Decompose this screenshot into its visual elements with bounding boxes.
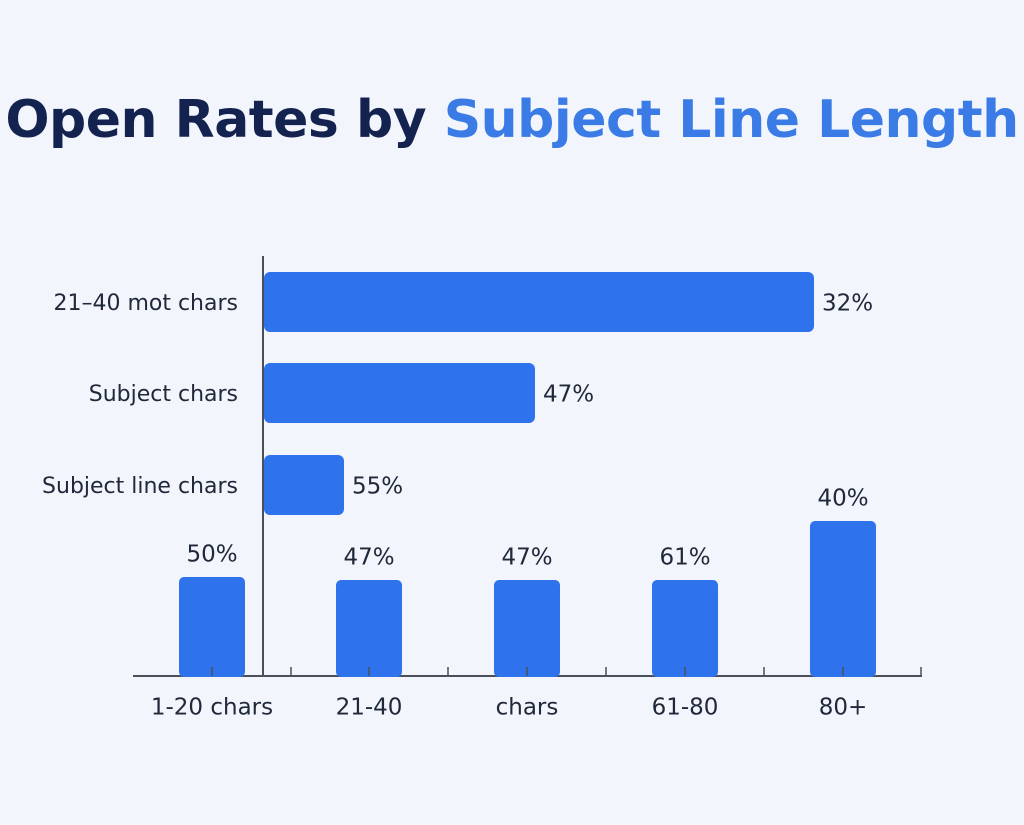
h-bar-category-label-1: 21–40 mot chars [53,291,238,316]
chart-title: Open Rates by Subject Line Length [0,90,1024,150]
x-tick-label-3: chars [496,695,559,721]
v-bar-value-label-3: 47% [501,545,552,571]
x-tick-label-4: 61-80 [652,695,719,721]
h-bar-value-label-3: 55% [352,474,403,500]
v-bar-2 [336,580,402,677]
x-tick-label-5: 80+ [819,695,868,721]
h-bar-value-label-1: 32% [822,291,873,317]
v-bar-1 [179,577,245,677]
v-bar-value-label-1: 50% [186,542,237,568]
h-bar-category-label-2: Subject chars [89,382,238,407]
v-bar-value-label-4: 61% [659,545,710,571]
h-bar-2 [264,363,535,423]
x-tick-label-2: 21-40 [336,695,403,721]
chart-title-part-1: Open Rates by [5,90,444,150]
chart-title-part-2: Subject Line Length [443,90,1019,150]
v-bar-value-label-5: 40% [817,486,868,512]
h-bar-category-label-3: Subject line chars [42,474,238,499]
v-bar-3 [494,580,560,677]
h-bar-1 [264,272,814,332]
v-bar-4 [652,580,718,677]
h-bar-value-label-2: 47% [543,382,594,408]
h-bar-3 [264,455,344,515]
v-bar-5 [810,521,876,677]
v-bar-value-label-2: 47% [343,545,394,571]
x-tick-label-1: 1-20 chars [151,695,273,721]
